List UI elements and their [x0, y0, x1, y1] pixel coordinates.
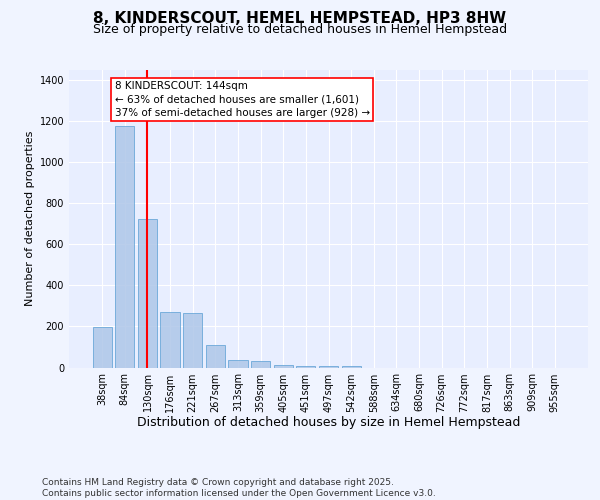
- Bar: [160, 312, 180, 368]
- Text: Size of property relative to detached houses in Hemel Hempstead: Size of property relative to detached ho…: [93, 22, 507, 36]
- Y-axis label: Number of detached properties: Number of detached properties: [25, 131, 35, 306]
- Text: Contains HM Land Registry data © Crown copyright and database right 2025.
Contai: Contains HM Land Registry data © Crown c…: [42, 478, 436, 498]
- Bar: [296, 366, 316, 368]
- Bar: [138, 219, 157, 368]
- X-axis label: Distribution of detached houses by size in Hemel Hempstead: Distribution of detached houses by size …: [137, 416, 520, 429]
- Bar: [206, 345, 225, 368]
- Bar: [319, 366, 338, 368]
- Bar: [251, 362, 270, 368]
- Bar: [341, 366, 361, 368]
- Bar: [229, 360, 248, 368]
- Bar: [274, 366, 293, 368]
- Bar: [115, 126, 134, 368]
- Text: 8, KINDERSCOUT, HEMEL HEMPSTEAD, HP3 8HW: 8, KINDERSCOUT, HEMEL HEMPSTEAD, HP3 8HW: [94, 11, 506, 26]
- Bar: [183, 313, 202, 368]
- Text: 8 KINDERSCOUT: 144sqm
← 63% of detached houses are smaller (1,601)
37% of semi-d: 8 KINDERSCOUT: 144sqm ← 63% of detached …: [115, 82, 370, 118]
- Bar: [92, 327, 112, 368]
